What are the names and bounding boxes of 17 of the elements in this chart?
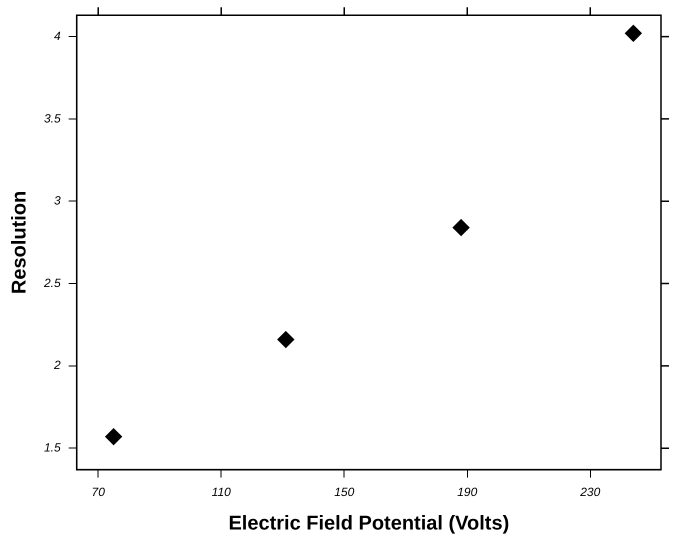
point	[452, 219, 470, 236]
y-tick-label: 1.5	[44, 440, 61, 455]
x-tick-label: 110	[212, 485, 232, 500]
x-tick-label: 150	[334, 485, 355, 500]
y-tick-label: 4	[54, 28, 61, 43]
x-tick-label: 230	[579, 485, 601, 500]
y-tick-label: 2.5	[42, 276, 61, 290]
point	[624, 24, 642, 42]
y-axis-title: Resolution	[8, 190, 31, 294]
point	[277, 331, 294, 348]
y-tick-label: 2	[52, 358, 61, 372]
point	[105, 428, 122, 446]
x-axis-title: Electric Field Potential (Volts)	[228, 512, 510, 535]
y-tick-label: 3.5	[44, 111, 61, 126]
x-tick-label: 70	[92, 485, 106, 500]
y-tick-label: 3	[54, 194, 61, 208]
x-tick-label: 190	[457, 485, 478, 500]
